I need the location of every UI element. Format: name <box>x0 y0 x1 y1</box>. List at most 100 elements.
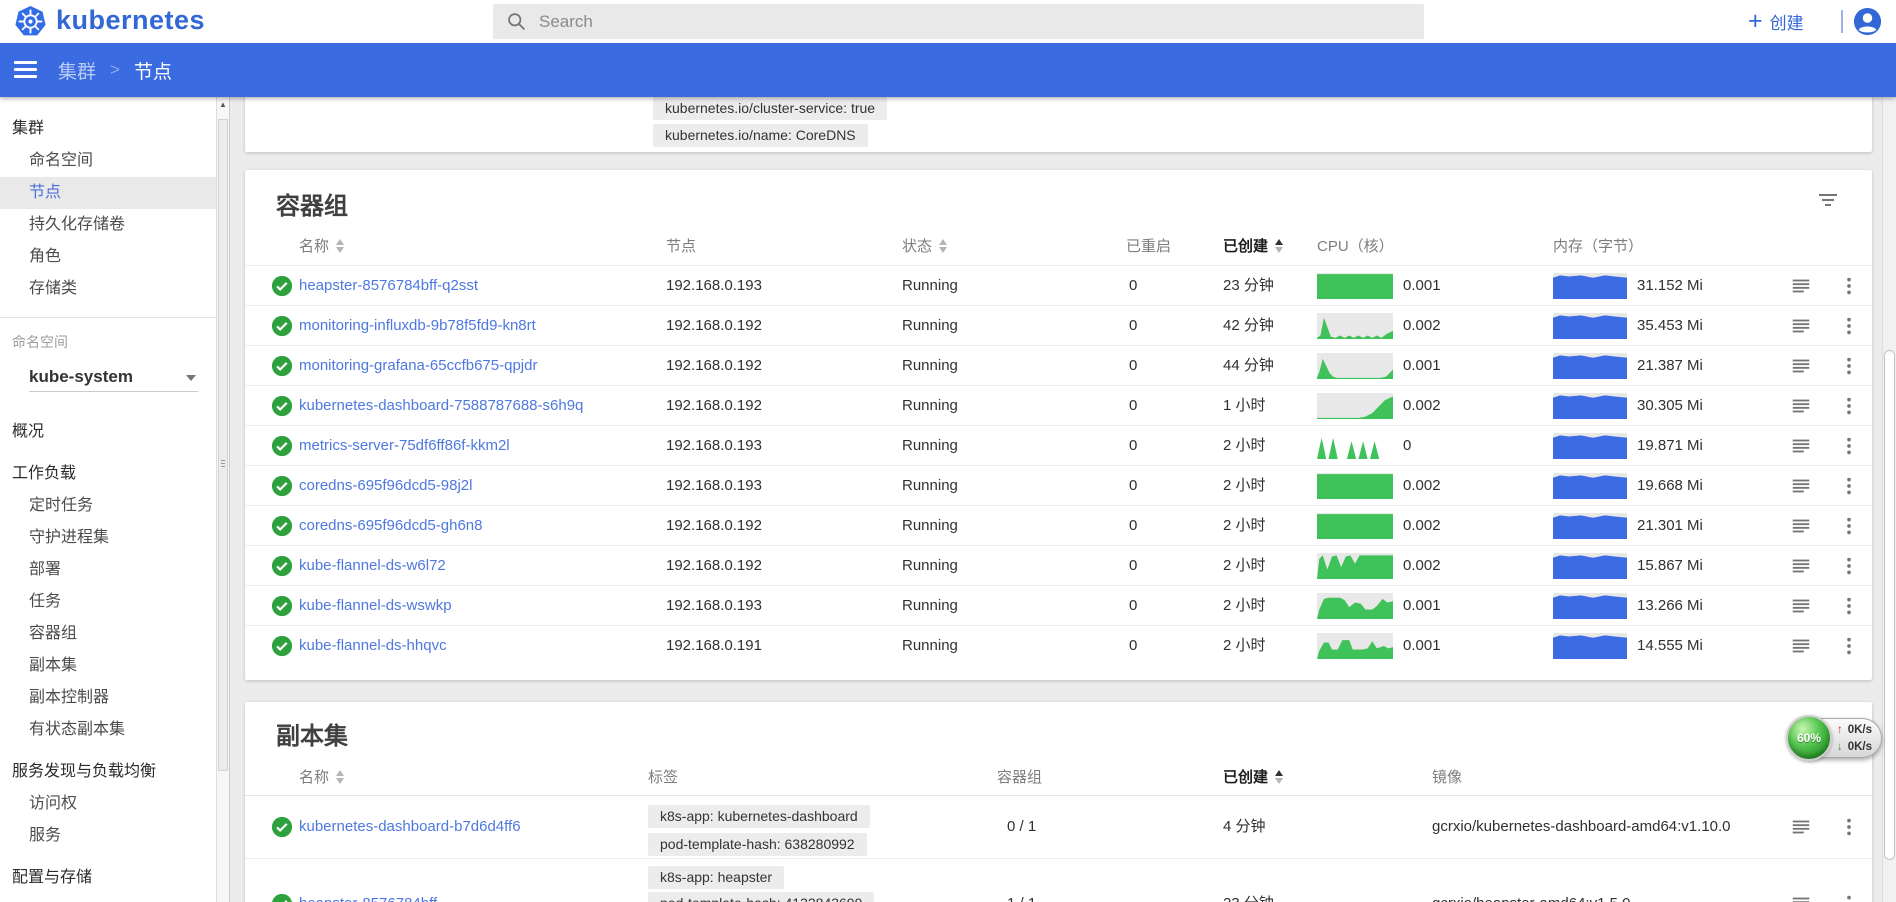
sidebar-item-roles[interactable]: 角色 <box>29 248 62 265</box>
sidebar-item-namespaces[interactable]: 命名空间 <box>29 152 94 169</box>
usage-percent: 60% <box>1796 731 1822 745</box>
cpu-sparkline <box>1317 553 1393 579</box>
replicasets-card-title: 副本集 <box>276 723 348 750</box>
logs-icon[interactable] <box>1790 395 1812 417</box>
sidebar-item-nodes[interactable]: 节点 <box>0 177 216 209</box>
more-menu-icon[interactable] <box>1838 635 1860 657</box>
pod-name-link[interactable]: heapster-8576784bff-q2sst <box>299 277 479 294</box>
label-chip: pod-template-hash: 4132843699 <box>648 892 875 902</box>
pod-name-link[interactable]: kubernetes-dashboard-7588787688-s6h9q <box>299 397 584 414</box>
sidebar-item-jobs[interactable]: 任务 <box>29 593 62 610</box>
column-header-created[interactable]: 已创建 <box>1223 229 1284 265</box>
column-header-status[interactable]: 状态 <box>902 229 948 265</box>
logs-icon[interactable] <box>1790 475 1812 497</box>
sort-icon <box>336 769 345 784</box>
sidebar-item-stateful-sets[interactable]: 有状态副本集 <box>29 721 126 738</box>
scrollbar-up-arrow-icon[interactable]: ▲ <box>219 100 227 109</box>
logs-icon[interactable] <box>1790 435 1812 457</box>
sidebar-namespace-label: 命名空间 <box>12 334 68 350</box>
replicasets-table-body: kubernetes-dashboard-b7d6d4ff6 k8s-app: k… <box>245 796 1872 902</box>
sidebar-header-overview[interactable]: 概况 <box>12 423 45 440</box>
replicaset-created: 4 分钟 <box>1223 818 1266 835</box>
sidebar-header-workloads[interactable]: 工作负载 <box>12 465 77 482</box>
pod-name-link[interactable]: monitoring-influxdb-9b78f5fd9-kn8rt <box>299 317 536 334</box>
sidebar-item-replication-controllers[interactable]: 副本控制器 <box>29 689 110 706</box>
sidebar-item-daemon-sets[interactable]: 守护进程集 <box>29 529 110 546</box>
menu-hamburger-icon[interactable] <box>14 61 37 79</box>
window-scrollbar-thumb[interactable] <box>1884 350 1895 860</box>
logs-icon[interactable] <box>1790 355 1812 377</box>
sidebar-divider <box>0 317 216 318</box>
create-button[interactable]: + 创建 <box>1748 0 1804 43</box>
pod-restarts: 0 <box>1129 277 1138 294</box>
pods-table-header: 名称 节点 状态 已重启 已创建 CPU（核） 内存（字节） <box>245 229 1872 265</box>
sidebar-item-pods[interactable]: 容器组 <box>29 625 78 642</box>
pod-name-link[interactable]: kube-flannel-ds-w6l72 <box>299 557 446 574</box>
more-menu-icon[interactable] <box>1838 435 1860 457</box>
status-ok-icon <box>271 275 293 297</box>
sidebar-header-config-storage[interactable]: 配置与存储 <box>12 869 93 886</box>
sidebar-header-cluster[interactable]: 集群 <box>12 120 45 137</box>
more-menu-icon[interactable] <box>1838 555 1860 577</box>
column-header-name[interactable]: 名称 <box>299 229 345 265</box>
download-speed: 0K/s <box>1847 741 1872 753</box>
sort-icon-active <box>1275 769 1284 784</box>
net-speed-widget[interactable]: 60% ↑ 0K/s ↓ 0K/s <box>1786 715 1882 761</box>
pod-name-link[interactable]: kube-flannel-ds-hhqvc <box>299 637 447 654</box>
replicaset-name-link[interactable]: heapster-8576784bff <box>299 859 437 902</box>
pod-created: 2 小时 <box>1223 597 1266 614</box>
pod-status: Running <box>902 357 958 374</box>
pod-created: 42 分钟 <box>1223 317 1274 334</box>
sidebar-item-services[interactable]: 服务 <box>29 827 62 844</box>
scrollbar-grip-icon <box>221 460 225 469</box>
namespace-selector[interactable]: kube-system <box>29 362 198 392</box>
sidebar-item-deployments[interactable]: 部署 <box>29 561 62 578</box>
logs-icon[interactable] <box>1790 315 1812 337</box>
cpu-value: 0.002 <box>1403 317 1441 334</box>
column-header-created[interactable]: 已创建 <box>1223 760 1284 796</box>
logs-icon[interactable] <box>1790 635 1812 657</box>
filter-icon[interactable] <box>1818 194 1838 209</box>
pod-name-link[interactable]: metrics-server-75df6ff86f-kkm2l <box>299 437 510 454</box>
more-menu-icon[interactable] <box>1838 315 1860 337</box>
more-menu-icon[interactable] <box>1838 355 1860 377</box>
replicaset-name-link[interactable]: kubernetes-dashboard-b7d6d4ff6 <box>299 818 521 835</box>
more-menu-icon[interactable] <box>1838 475 1860 497</box>
sidebar-item-persistent-volumes[interactable]: 持久化存储卷 <box>29 216 126 233</box>
logs-icon[interactable] <box>1790 515 1812 537</box>
more-menu-icon[interactable] <box>1838 893 1860 902</box>
logs-icon[interactable] <box>1790 595 1812 617</box>
sidebar-item-cron-jobs[interactable]: 定时任务 <box>29 497 94 514</box>
logs-icon[interactable] <box>1790 893 1812 902</box>
logs-icon[interactable] <box>1790 555 1812 577</box>
label-chip: kubernetes.io/cluster-service: true <box>653 97 888 120</box>
column-header-name[interactable]: 名称 <box>299 760 345 796</box>
content-scrollbar[interactable]: ▲ <box>216 97 230 902</box>
more-menu-icon[interactable] <box>1838 395 1860 417</box>
user-account-icon[interactable] <box>1852 6 1883 37</box>
more-menu-icon[interactable] <box>1838 515 1860 537</box>
sidebar-item-replica-sets[interactable]: 副本集 <box>29 657 78 674</box>
usage-percent-ball[interactable]: 60% <box>1786 715 1832 761</box>
sidebar-header-discovery[interactable]: 服务发现与负载均衡 <box>12 763 157 780</box>
pod-name-link[interactable]: coredns-695f96dcd5-gh6n8 <box>299 517 483 534</box>
search-input[interactable] <box>539 4 1399 39</box>
sidebar-item-ingresses[interactable]: 访问权 <box>29 795 78 812</box>
more-menu-icon[interactable] <box>1838 275 1860 297</box>
table-row: monitoring-influxdb-9b78f5fd9-kn8rt 192.1… <box>245 305 1872 345</box>
column-header-memory: 内存（字节） <box>1553 238 1644 255</box>
pod-name-link[interactable]: monitoring-grafana-65ccfb675-qpjdr <box>299 357 538 374</box>
window-scrollbar[interactable] <box>1882 97 1896 902</box>
pod-name-link[interactable]: coredns-695f96dcd5-98j2l <box>299 477 473 494</box>
labels-chip-list: kubernetes.io/cluster-service: true kuber… <box>653 97 888 151</box>
pod-name-link[interactable]: kube-flannel-ds-wswkp <box>299 597 452 614</box>
breadcrumb-parent[interactable]: 集群 <box>58 61 97 83</box>
more-menu-icon[interactable] <box>1838 595 1860 617</box>
breadcrumb-current: 节点 <box>133 61 172 83</box>
content-scrollbar-thumb[interactable] <box>218 119 228 771</box>
logs-icon[interactable] <box>1790 275 1812 297</box>
logs-icon[interactable] <box>1790 816 1812 838</box>
sidebar-item-storage-classes[interactable]: 存储类 <box>29 280 78 297</box>
more-menu-icon[interactable] <box>1838 816 1860 838</box>
topbar-divider <box>1841 10 1843 33</box>
